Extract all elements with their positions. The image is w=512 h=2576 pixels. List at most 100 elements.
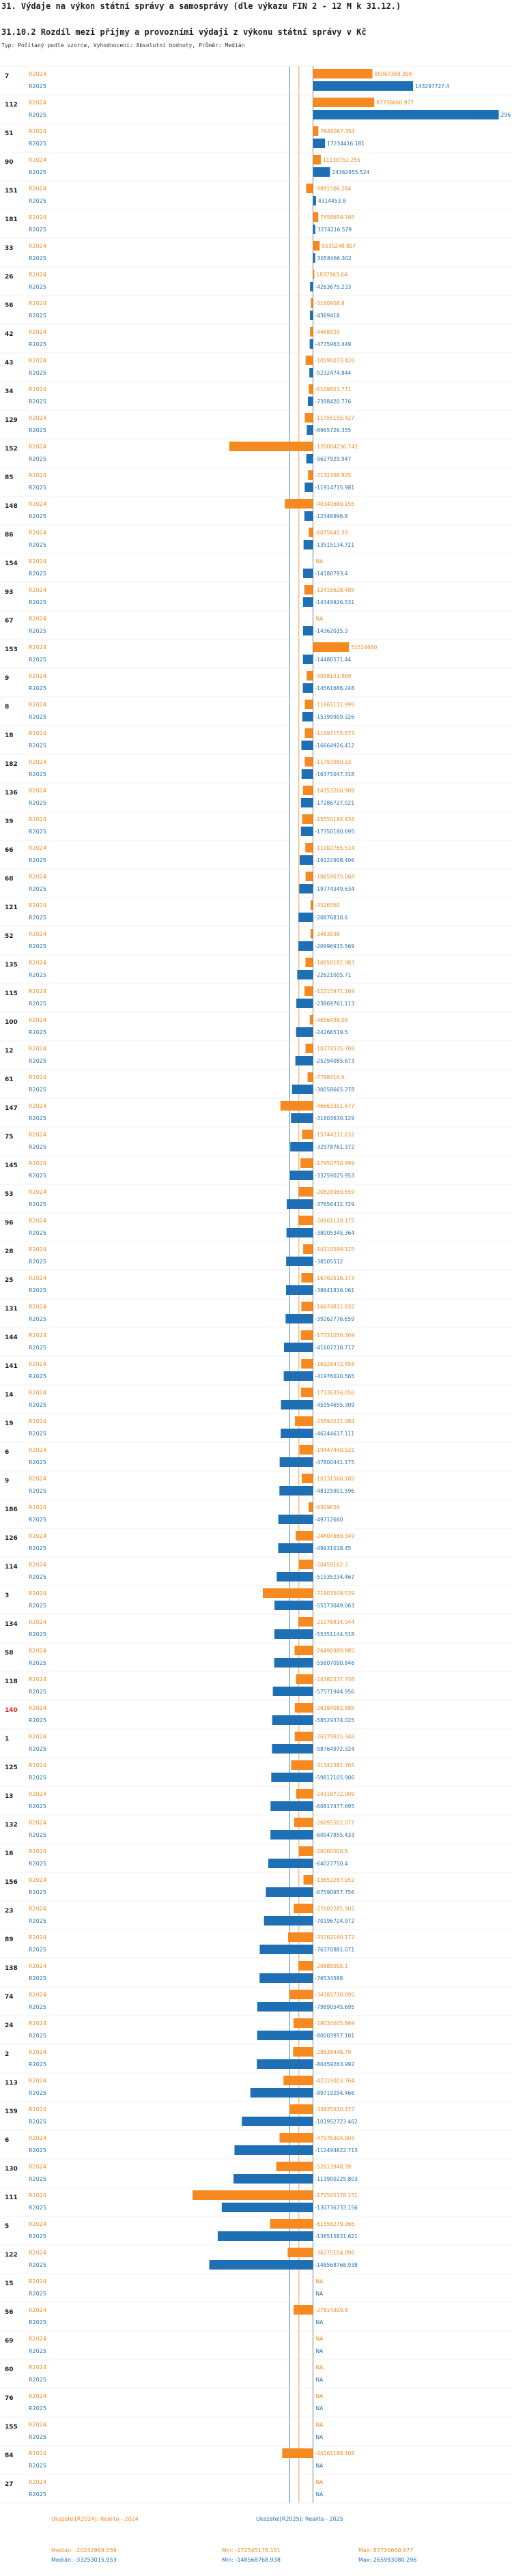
- value-label-r2025: -5232474.844: [315, 370, 352, 376]
- unit-code-label: 145: [5, 1162, 18, 1169]
- bar-r2025: [302, 597, 313, 607]
- unit-code-label: 136: [5, 790, 18, 797]
- series-label-r2025: R2025: [29, 1918, 46, 1924]
- unit-code-label: 56: [5, 2309, 14, 2316]
- bar-r2025: [259, 1973, 313, 1983]
- value-label-r2024: -6109851.771: [315, 386, 352, 392]
- bar-r2025: [302, 626, 313, 635]
- unit-code-label: 28: [5, 1248, 14, 1255]
- series-label-r2024: R2024: [29, 1160, 46, 1167]
- bar-r2025: [302, 683, 313, 693]
- bar-r2024: [301, 1359, 313, 1369]
- series-label-r2025: R2025: [29, 1115, 46, 1121]
- value-label-r2025: -89719294.466: [315, 2090, 355, 2096]
- series-label-r2025: R2025: [29, 2004, 46, 2010]
- bar-r2024: [294, 1703, 313, 1713]
- unit-code-label: 100: [5, 1019, 18, 1026]
- bar-r2025: [264, 1916, 313, 1926]
- value-label-r2025: 143297727.4: [415, 83, 449, 89]
- value-label-r2024: -15550184.438: [315, 816, 355, 822]
- value-label-r2024: NA: [316, 558, 324, 564]
- unit-code-label: 85: [5, 474, 14, 481]
- bar-r2025: [296, 1027, 313, 1037]
- value-label-r2025: -14561686.248: [315, 685, 355, 691]
- series-label-r2024: R2024: [29, 1418, 46, 1425]
- value-label-r2024: -36275104.096: [315, 2250, 355, 2256]
- bar-r2025: [295, 1056, 313, 1065]
- bar-r2025: [300, 827, 313, 836]
- series-label-r2025: R2025: [29, 800, 46, 806]
- series-label-r2025: R2025: [29, 657, 46, 663]
- value-label-r2024: -12215972.169: [315, 988, 355, 994]
- bar-r2024: [298, 1617, 313, 1627]
- series-label-r2024: R2024: [29, 386, 46, 392]
- series-label-r2025: R2025: [29, 2319, 46, 2325]
- series-label-r2024: R2024: [29, 530, 46, 536]
- value-label-r2025: -58764972.324: [315, 1746, 355, 1752]
- series-label-r2024: R2024: [29, 472, 46, 478]
- bar-r2024: [300, 1158, 313, 1168]
- unit-code-label: 53: [5, 1191, 14, 1198]
- series-label-r2025: R2025: [29, 1345, 46, 1351]
- bar-r2024: [279, 2133, 313, 2143]
- series-label-r2024: R2024: [29, 1648, 46, 1654]
- value-label-r2024: -42319003.764: [315, 2078, 355, 2084]
- bar-r2025: [285, 1314, 313, 1323]
- series-label-r2025: R2025: [29, 255, 46, 261]
- value-label-r2024: -25894221.084: [315, 1418, 355, 1425]
- series-label-r2024: R2024: [29, 616, 46, 622]
- bar-r2024: [305, 356, 313, 365]
- value-label-r2025: -25294085.673: [315, 1058, 355, 1064]
- bar-r2025: [291, 1085, 313, 1094]
- series-label-r2024: R2024: [29, 1963, 46, 1969]
- unit-code-label: 122: [5, 2252, 18, 2259]
- value-label-r2024: -24318772.009: [315, 1791, 355, 1797]
- unit-code-label: 182: [5, 761, 18, 768]
- bar-r2025: [274, 1601, 313, 1610]
- bar-r2025: [279, 1457, 313, 1467]
- unit-code-label: 14: [5, 1392, 14, 1399]
- series-label-r2024: R2024: [29, 845, 46, 851]
- series-label-r2024: R2024: [29, 1046, 46, 1052]
- value-label-r2024: -26179815.348: [315, 1734, 355, 1740]
- value-label-r2024: -21076814.044: [315, 1619, 355, 1625]
- value-label-r2025: -57571944.956: [315, 1689, 355, 1695]
- series-label-r2025: R2025: [29, 1517, 46, 1523]
- series-label-r2024: R2024: [29, 2393, 46, 2399]
- value-label-r2025: -22621005.71: [315, 972, 352, 978]
- bar-r2024: [305, 843, 313, 853]
- bar-r2025: [270, 1830, 313, 1840]
- value-label-r2024: NA: [316, 616, 324, 622]
- legend-r2025: Ukazatel[R2025]: Realita - 2025: [256, 2516, 343, 2522]
- series-label-r2025: R2025: [29, 1373, 46, 1379]
- value-label-r2024: 51524660: [351, 644, 377, 650]
- series-label-r2025: R2025: [29, 1631, 46, 1637]
- bar-r2024: [313, 241, 320, 251]
- series-label-r2025: R2025: [29, 1402, 46, 1408]
- series-label-r2024: R2024: [29, 444, 46, 450]
- series-label-r2025: R2025: [29, 141, 46, 147]
- bar-r2024: [276, 2162, 313, 2171]
- bar-r2024: [302, 1130, 313, 1139]
- value-label-r2024: -14353266.909: [315, 788, 355, 794]
- series-label-r2025: R2025: [29, 1660, 46, 1666]
- value-label-r2025: -9627929.947: [315, 456, 352, 462]
- series-label-r2025: R2025: [29, 313, 46, 319]
- value-label-r2024: NA: [316, 2278, 324, 2285]
- value-label-r2025: -23869761.113: [315, 1001, 355, 1007]
- value-label-r2024: -26895501.077: [315, 1820, 355, 1826]
- bar-r2024: [299, 1445, 313, 1455]
- bar-r2024: [296, 1789, 313, 1799]
- series-label-r2024: R2024: [29, 214, 46, 220]
- series-label-r2024: R2024: [29, 1762, 46, 1769]
- bar-r2024: [287, 2248, 313, 2257]
- bar-r2024: [289, 1990, 313, 1999]
- page-title: 31. Výdaje na výkon státní správy a samo…: [1, 1, 401, 11]
- value-label-r2024: -20000000.8: [315, 1848, 348, 1855]
- value-label-r2025: -55607090.846: [315, 1660, 355, 1666]
- value-label-r2024: -7132368.825: [315, 472, 352, 478]
- value-label-r2024: -11755155.427: [315, 415, 355, 421]
- bar-r2024: [311, 298, 313, 308]
- value-label-r2025: 17234416.181: [327, 141, 365, 147]
- unit-code-label: 154: [5, 560, 18, 567]
